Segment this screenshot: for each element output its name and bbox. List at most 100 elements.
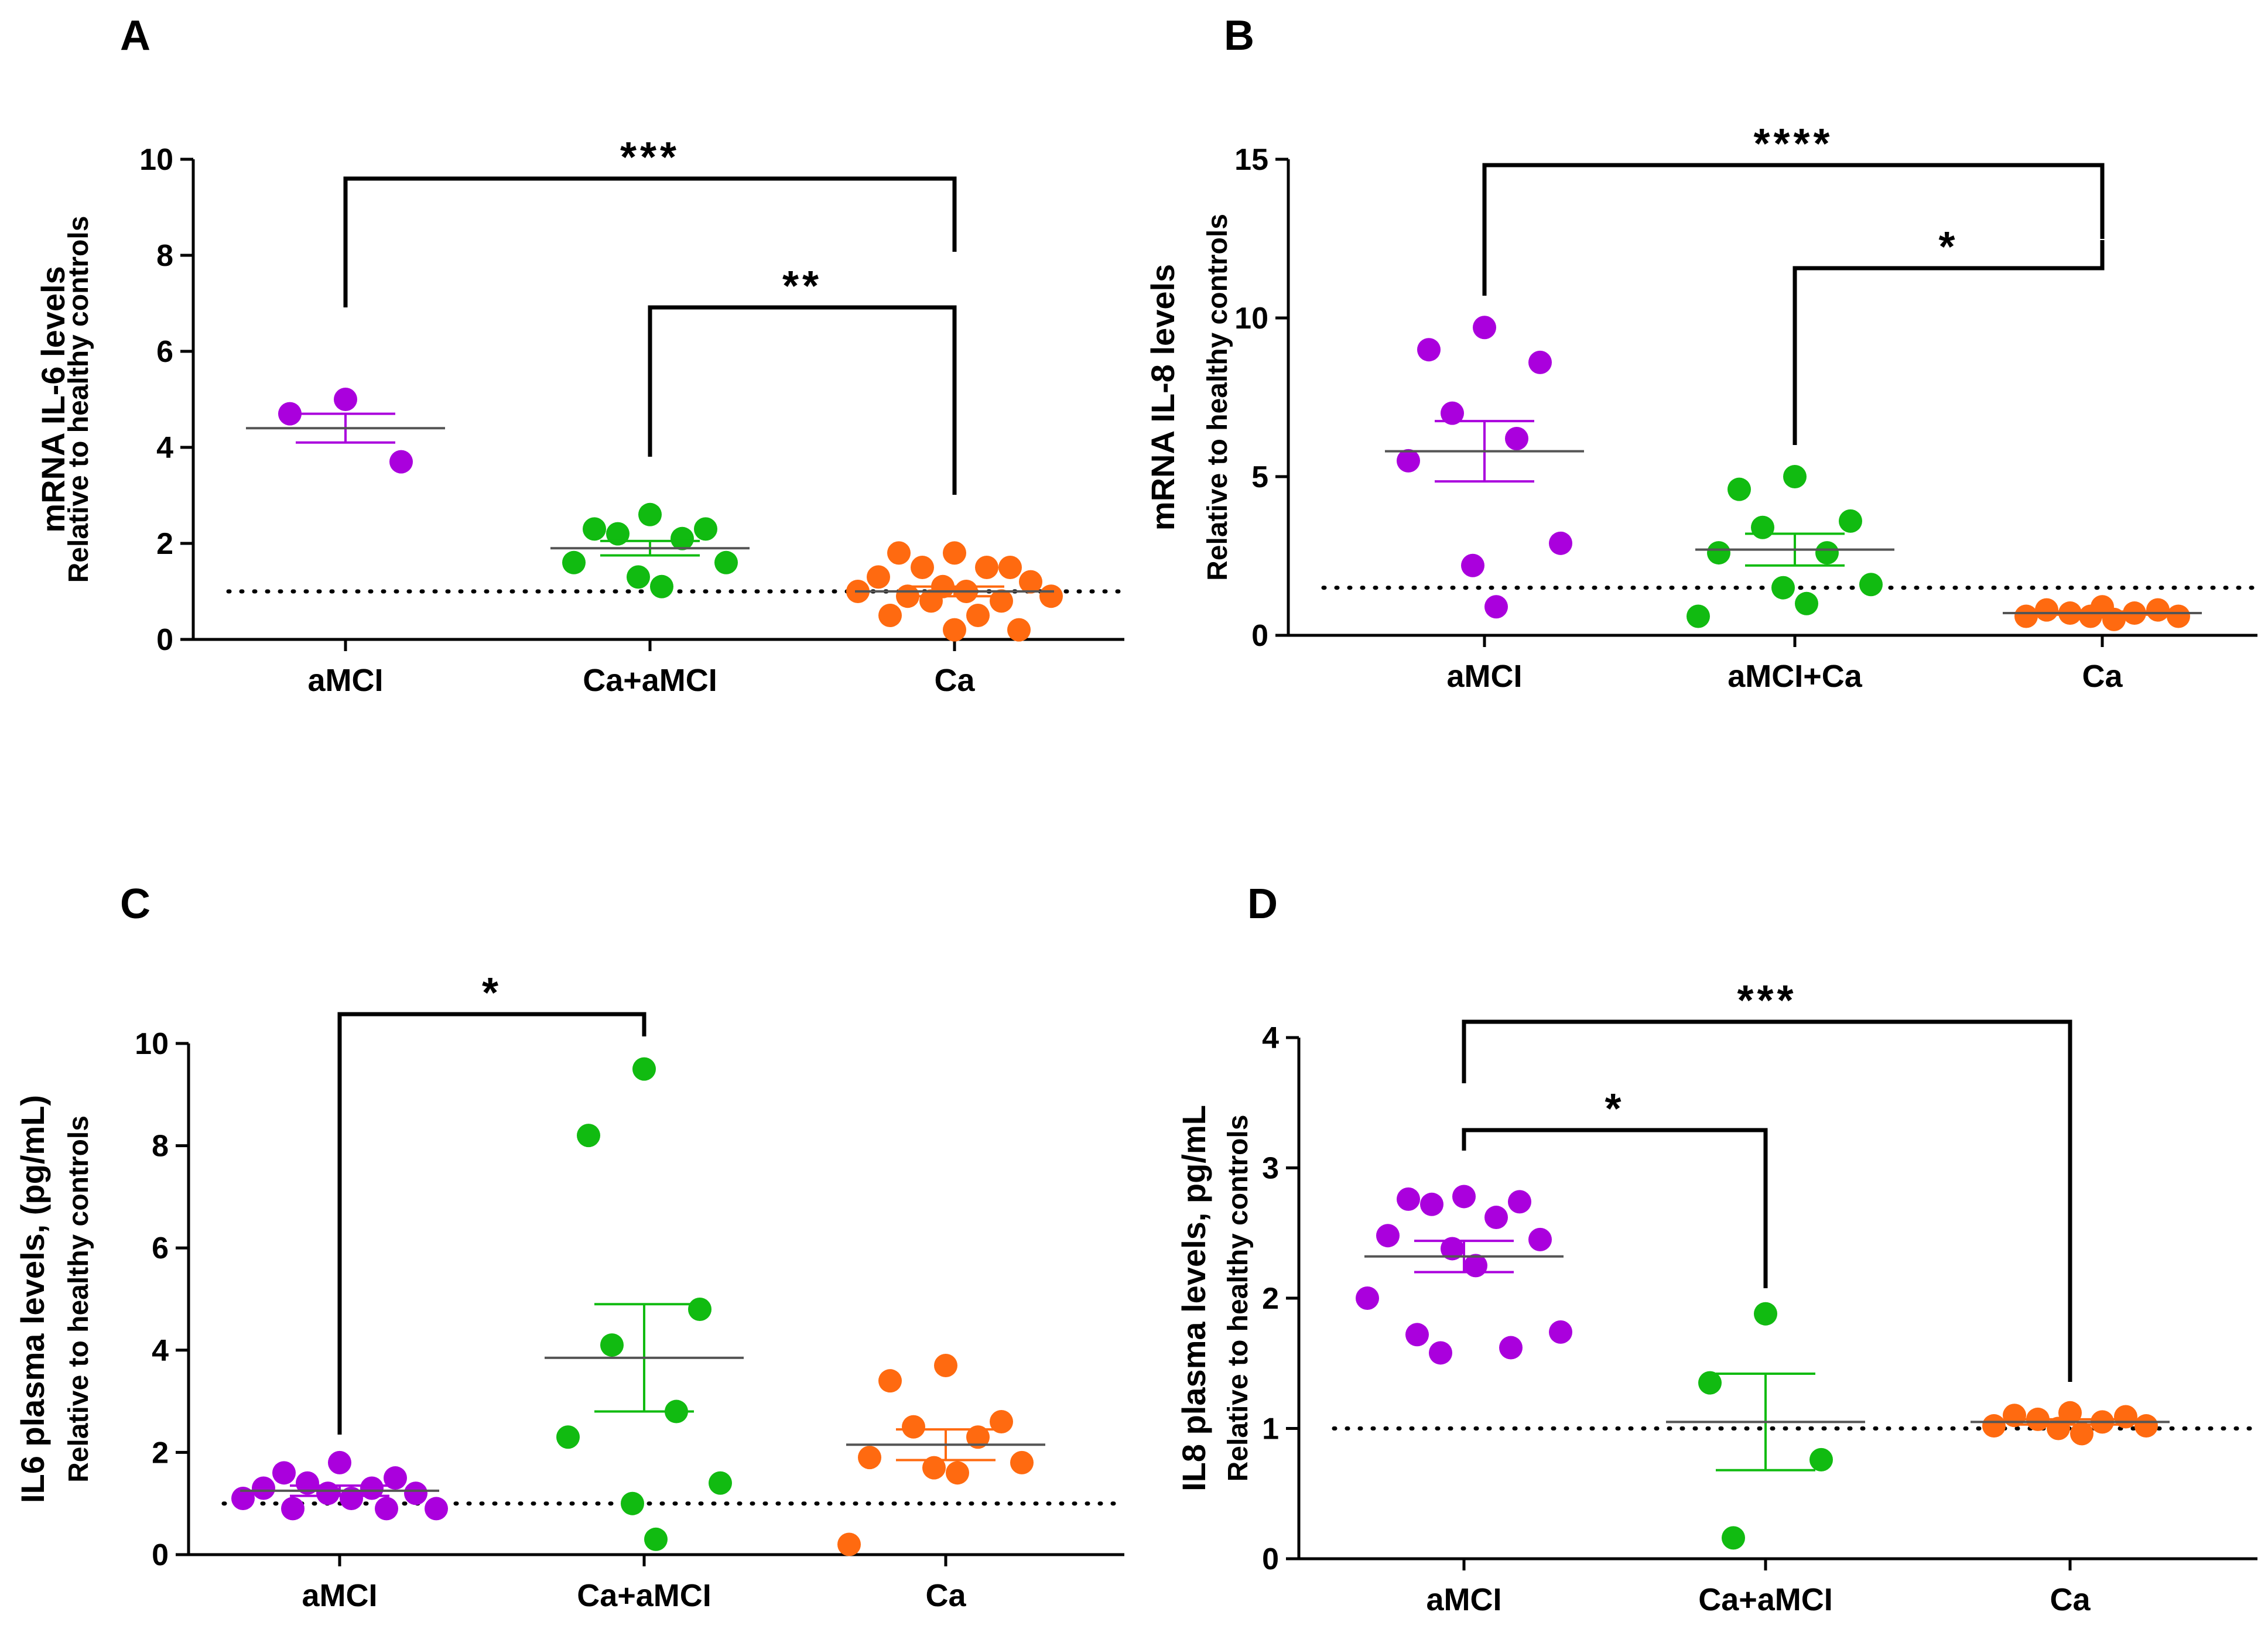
data-point [1727, 477, 1751, 501]
y-tick-label: 15 [1234, 143, 1268, 177]
data-point [1549, 531, 1572, 555]
series-aMCI [1385, 316, 1584, 619]
data-point [1397, 449, 1420, 473]
y-tick-label: 0 [1251, 619, 1268, 653]
data-point [878, 1369, 902, 1393]
significance-label: *** [1737, 977, 1797, 1024]
data-point [1461, 553, 1484, 577]
data-point [1484, 1206, 1508, 1230]
x-tick-label: aMCI [302, 1578, 377, 1613]
data-point [943, 618, 966, 642]
data-point [1528, 1227, 1552, 1251]
data-point [231, 1486, 255, 1510]
x-tick-label: Ca+aMCI [1698, 1582, 1833, 1617]
data-point [714, 550, 738, 574]
data-point [1039, 584, 1063, 608]
x-tick-label: Ca [2050, 1582, 2091, 1617]
data-point [425, 1497, 448, 1521]
data-point [1508, 1190, 1531, 1214]
data-point [1019, 570, 1042, 594]
y-tick-label: 4 [156, 431, 173, 465]
y-tick-label: 0 [1262, 1542, 1279, 1576]
data-point [946, 1461, 969, 1485]
series-Ca+aMCI [1666, 1302, 1865, 1550]
y-tick-label: 10 [1234, 302, 1268, 336]
data-point [404, 1481, 427, 1505]
data-point [627, 565, 650, 589]
y-tick-label: 1 [1262, 1412, 1279, 1446]
data-point [1815, 541, 1839, 565]
y-axis-title: IL8 plasma levels, pg/mL [1175, 1105, 1212, 1491]
data-point [1809, 1447, 1833, 1471]
data-point [867, 565, 890, 589]
y-tick-label: 5 [1251, 460, 1268, 494]
data-point [709, 1471, 732, 1495]
y-tick-label: 4 [1262, 1021, 1279, 1055]
y-tick-label: 0 [156, 623, 173, 657]
data-point [998, 556, 1022, 579]
data-point [334, 388, 357, 411]
data-point [360, 1476, 384, 1500]
data-point [252, 1476, 275, 1500]
data-point [1484, 595, 1508, 619]
series-Ca [2003, 595, 2202, 631]
data-point [328, 1450, 351, 1474]
data-point [1473, 316, 1496, 340]
data-point [1499, 1336, 1523, 1360]
data-point [887, 541, 911, 565]
data-point [911, 556, 934, 579]
data-point [1859, 573, 1883, 597]
panel-C: C 0 2 4 6 8 10 aMCI Ca+aMCI Ca IL6 plasma levels, … [14, 881, 1127, 1613]
data-point [638, 502, 662, 526]
data-point [966, 604, 990, 627]
data-point [943, 541, 966, 565]
data-point [1420, 1192, 1443, 1216]
data-point [2070, 1422, 2093, 1446]
data-point [2146, 598, 2170, 622]
data-point [2167, 604, 2190, 628]
y-axis-title: mRNA IL-6 levels [35, 266, 71, 532]
panel-label: A [120, 12, 150, 59]
series-Ca+aMCI [550, 502, 750, 598]
series-Ca+aMCI [545, 1057, 744, 1551]
data-point [990, 589, 1013, 613]
panel-B: B 0 5 10 15 aMCI aMCI+Ca Ca mRNA IL-8 levels Rela… [1144, 12, 2260, 694]
y-tick-label: 8 [152, 1130, 169, 1163]
data-point [1707, 541, 1730, 565]
data-point [878, 604, 902, 627]
data-point [556, 1425, 580, 1449]
data-point [922, 1456, 946, 1480]
data-point [389, 450, 413, 474]
series-aMCI [246, 388, 445, 474]
series-Ca [837, 1353, 1045, 1556]
data-point [1505, 426, 1528, 450]
data-point [694, 517, 717, 541]
x-tick-label: aMCI [307, 663, 383, 698]
data-point [919, 589, 943, 613]
series-Ca [846, 541, 1063, 642]
significance-bracket [343, 176, 957, 307]
data-point [858, 1446, 881, 1470]
data-point [632, 1057, 656, 1081]
y-tick-label: 6 [152, 1231, 169, 1265]
data-point [1795, 591, 1818, 615]
data-point [2035, 598, 2058, 622]
data-point [1356, 1286, 1379, 1310]
data-point [577, 1124, 600, 1148]
x-tick-label: Ca [934, 663, 975, 698]
significance-bracket [337, 1012, 646, 1435]
y-tick-label: 10 [135, 1027, 169, 1061]
data-point [1549, 1320, 1572, 1344]
data-point [990, 1410, 1013, 1434]
data-point [583, 517, 606, 541]
x-tick-label: Ca [925, 1578, 966, 1613]
x-tick-label: aMCI [1426, 1582, 1501, 1617]
data-point [1751, 515, 1774, 539]
significance-bracket [1482, 163, 2105, 296]
y-tick-label: 3 [1262, 1152, 1279, 1186]
data-point [902, 1415, 925, 1439]
data-point [2079, 604, 2102, 628]
y-axis-subtitle: Relative to healthy controls [63, 1115, 94, 1483]
data-point [278, 402, 302, 426]
